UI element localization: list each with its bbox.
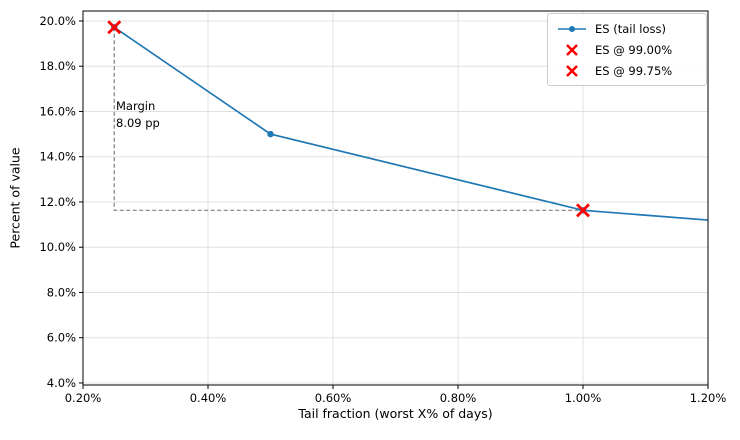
x-tick-label: 1.20% [690,391,727,405]
x-tick-label: 0.40% [190,391,227,405]
legend-x-sample [566,43,578,56]
es-point-marker [267,130,274,138]
legend-label-es-9975: ES @ 99.75% [595,63,673,78]
margin-annotation: Margin 8.09 pp [116,98,160,132]
y-tick-label: 6.0% [47,331,76,345]
x-tick-label: 0.20% [65,391,102,405]
y-tick-label: 4.0% [47,376,76,390]
x-tick-label: 0.80% [440,391,477,405]
legend: ES (tail loss) ES @ 99.00% ES @ 99.75% [547,13,707,86]
legend-label-es-line: ES (tail loss) [595,21,667,36]
legend-x-sample [566,64,578,77]
y-axis-label: Percent of value [7,147,23,249]
x-tick-label: 0.60% [315,391,352,405]
legend-item-es-line: ES (tail loss) [557,20,698,37]
y-tick-label: 12.0% [39,195,76,209]
y-tick-label: 14.0% [39,150,76,164]
highlight-x-marker [107,20,122,35]
x-axis-label: Tail fraction (worst X% of days) [298,406,493,421]
x-marker-sample-icon [566,64,578,77]
y-tick-label: 18.0% [39,59,76,73]
margin-annotation-line1: Margin [116,99,156,113]
plot-border [82,10,709,386]
margin-annotation-line2: 8.09 pp [116,116,160,130]
es-line [113,26,709,221]
y-tick-label: 10.0% [39,240,76,254]
y-tick-label: 20.0% [39,14,76,28]
legend-item-es-9900: ES @ 99.00% [557,41,698,58]
x-marker-sample-icon [566,43,578,56]
line-marker-sample-icon [558,25,586,32]
legend-label-es-9900: ES @ 99.00% [595,42,673,57]
legend-dot-sample [569,25,575,32]
legend-item-es-9975: ES @ 99.75% [557,62,698,79]
x-tick-label: 1.00% [565,391,602,405]
y-tick-label: 16.0% [39,104,76,118]
margin-guide-dashed-line [113,27,583,211]
highlight-x-marker [576,203,590,218]
y-tick-label: 8.0% [47,285,76,299]
